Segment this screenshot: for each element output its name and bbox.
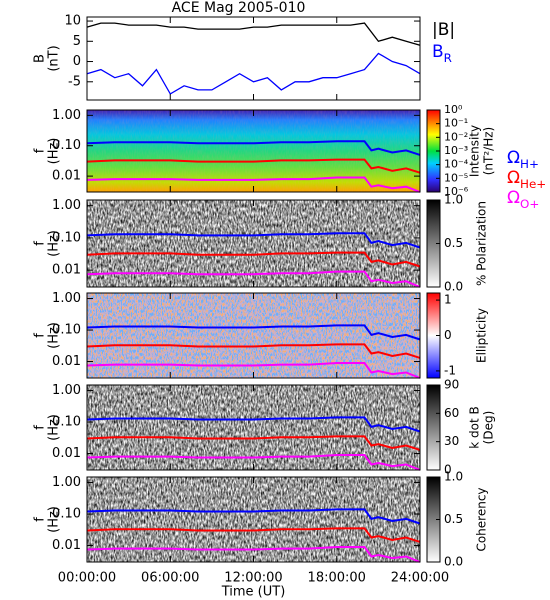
legend-label: ΩHe+ <box>507 168 546 190</box>
y-axis-label: f <box>33 425 48 430</box>
colorbar-tick-label: 10⁻⁵ <box>444 171 468 184</box>
legend-label-sub: He+ <box>520 176 546 190</box>
colorbar-label: % Polarization <box>475 201 489 286</box>
colorbar-tick-label: 1.0 <box>444 193 463 207</box>
colorbar-label: Intensity <box>468 125 482 177</box>
gyrofrequency-line <box>86 176 421 193</box>
colorbar-tick-label: 0 <box>444 328 452 342</box>
y-axis-label: f <box>33 333 48 338</box>
y-tick-label: 1.00 <box>52 383 81 398</box>
gyrofrequency-line <box>86 343 421 359</box>
y-tick-label: 0.01 <box>52 169 81 184</box>
y-axis-label: f <box>33 241 48 246</box>
gyrofrequency-line <box>86 270 421 288</box>
colorbar-tick-label: 10⁻⁴ <box>444 158 469 171</box>
x-tick-label: 00:00:00 <box>58 571 116 586</box>
x-tick-label: 24:00:00 <box>391 571 449 586</box>
x-tick-label: 18:00:00 <box>308 571 366 586</box>
y-tick-label: 1.00 <box>52 475 81 490</box>
y-tick-label: 0.01 <box>52 354 81 369</box>
y-axis-label: (Hz) <box>47 414 62 441</box>
legend-label: |B| <box>432 20 455 40</box>
colorbar-tick-label: 0 <box>444 463 452 477</box>
gyrofrequency-line <box>86 416 421 433</box>
gyrofrequency-line <box>86 435 421 451</box>
y-tick-label: 5 <box>73 34 81 49</box>
gyrofrequency-line <box>86 527 421 543</box>
gyrofrequency-line <box>86 546 421 563</box>
gyrofrequency-line <box>86 140 421 156</box>
colorbar-tick-label: 10⁰ <box>444 103 463 116</box>
gyrofrequency-line <box>86 324 421 341</box>
y-tick-label: 1.00 <box>52 198 81 213</box>
y-axis-label: (Hz) <box>47 322 62 349</box>
colorbar-label: (nT²/Hz) <box>482 127 496 175</box>
gyrofrequency-line <box>86 454 421 471</box>
legend-label-main: Ω <box>507 168 520 188</box>
colorbar-tick-label: 0.5 <box>444 512 463 526</box>
y-tick-label: 0.10 <box>52 507 81 522</box>
colorbar-tick-label: 30 <box>444 434 459 448</box>
gyrofrequency-line <box>86 508 421 525</box>
legend-label: ΩO+ <box>507 188 539 210</box>
chart-title: ACE Mag 2005-010 <box>172 0 306 16</box>
gyrofrequency-line <box>86 362 421 379</box>
colorbar-tick-label: 60 <box>444 406 459 420</box>
colorbar-tick-label: 10⁻⁶ <box>444 185 469 198</box>
legend-label-main: Ω <box>507 148 520 168</box>
legend-label-main: Ω <box>507 188 520 208</box>
y-axis-label: B <box>33 54 48 63</box>
y-tick-label: 10 <box>64 14 81 29</box>
legend-label-main: |B| <box>432 20 455 40</box>
colorbar-label: (Deg) <box>482 411 496 445</box>
y-tick-label: 0.01 <box>52 538 81 553</box>
y-tick-label: 0.10 <box>52 415 81 430</box>
y-axis-label: f <box>33 517 48 522</box>
colorbar-tick-label: 1.0 <box>444 470 463 484</box>
y-tick-label: -5 <box>68 74 81 89</box>
colorbar-label: Ellipticity <box>475 308 489 363</box>
legend-label: BR <box>432 42 452 64</box>
colorbar-tick-label: 10⁻³ <box>444 144 468 157</box>
colorbar-label: k dot B <box>468 406 482 448</box>
x-tick-label: 12:00:00 <box>224 571 282 586</box>
y-axis-label: f <box>33 148 48 153</box>
colorbar-label: Coherency <box>475 487 489 551</box>
y-tick-label: 0.01 <box>52 263 81 278</box>
colorbar-tick-label: 0.0 <box>444 555 463 569</box>
y-axis-label: (Hz) <box>47 138 62 165</box>
y-tick-label: 0.10 <box>52 230 81 245</box>
legend-label-main: B <box>432 42 444 62</box>
data-line <box>86 22 421 46</box>
colorbar-tick-label: 1 <box>444 293 452 307</box>
colorbar-tick-label: 0.5 <box>444 236 463 250</box>
y-tick-label: 0.01 <box>52 446 81 461</box>
y-axis-label: (nT) <box>47 45 62 71</box>
gyrofrequency-line <box>86 158 421 174</box>
gyrofrequency-line <box>86 251 421 268</box>
legend-label: ΩH+ <box>507 148 539 170</box>
colorbar-tick-label: 10⁻¹ <box>444 117 468 130</box>
colorbar-tick-label: 0.0 <box>444 280 463 294</box>
y-axis-label: (Hz) <box>47 230 62 257</box>
colorbar-tick-label: -1 <box>444 363 456 377</box>
gyrofrequency-line <box>86 232 421 249</box>
y-tick-label: 1.00 <box>52 108 81 123</box>
x-axis-label: Time (UT) <box>221 585 286 600</box>
legend-label-sub: R <box>444 50 452 64</box>
y-tick-label: 0.10 <box>52 138 81 153</box>
colorbar-tick-label: 90 <box>444 378 459 392</box>
legend-label-sub: O+ <box>520 196 539 210</box>
x-tick-label: 06:00:00 <box>141 571 199 586</box>
y-axis-label: (Hz) <box>47 506 62 533</box>
y-tick-label: 0 <box>73 54 81 69</box>
data-line <box>86 52 421 95</box>
legend-label-sub: H+ <box>520 156 539 170</box>
colorbar <box>426 384 441 471</box>
y-tick-label: 0.10 <box>52 323 81 338</box>
y-tick-label: 1.00 <box>52 291 81 306</box>
colorbar-tick-label: 10⁻² <box>444 130 468 143</box>
